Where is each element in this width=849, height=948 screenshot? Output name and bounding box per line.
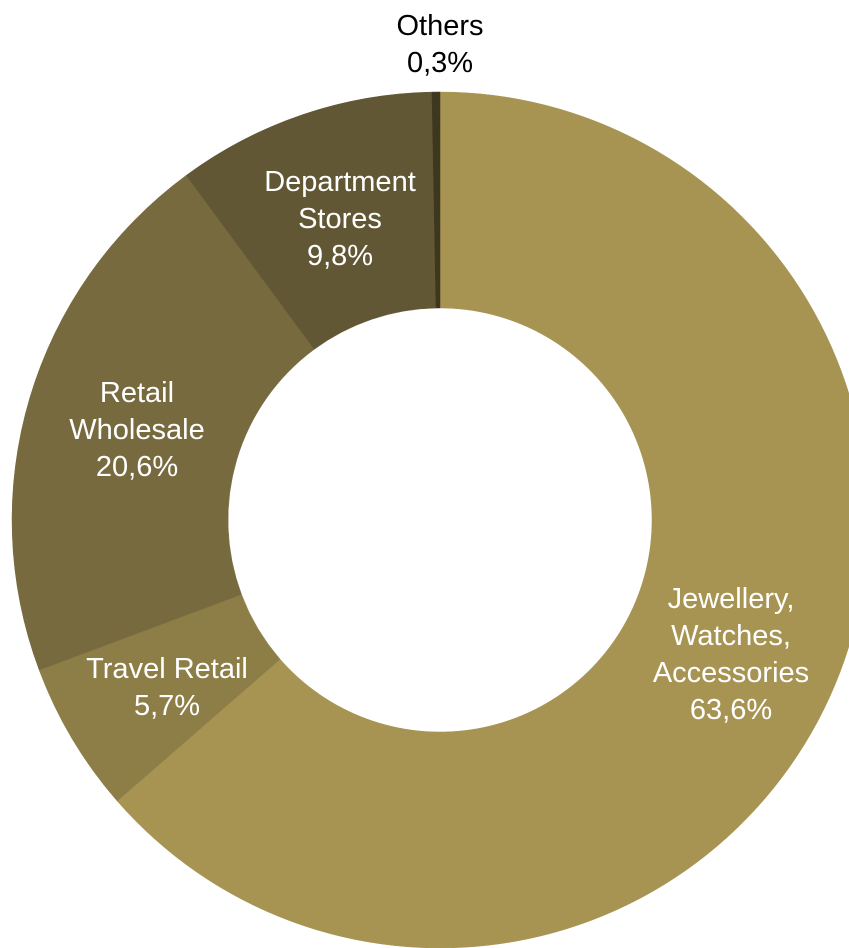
slices-group <box>12 92 849 948</box>
data-label-others: Others 0,3% <box>396 10 483 79</box>
